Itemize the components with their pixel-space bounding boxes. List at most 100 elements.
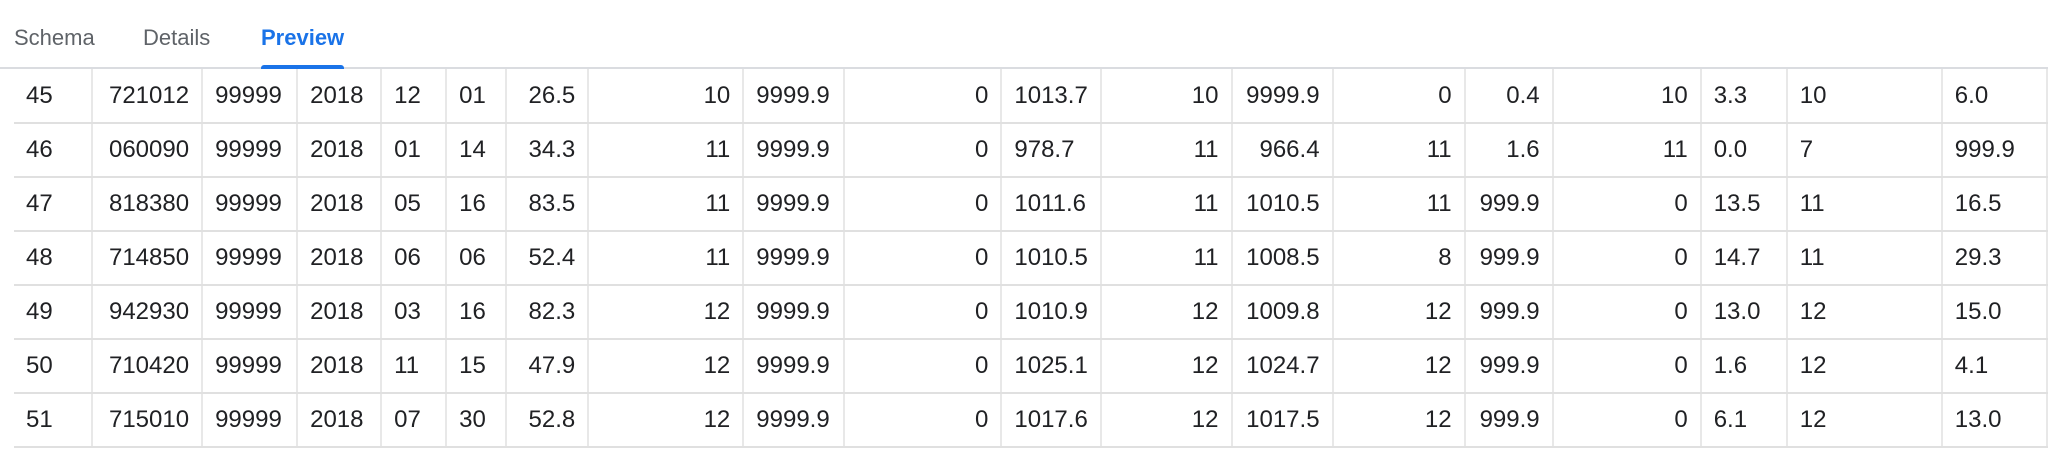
- table-cell: 16: [446, 177, 508, 232]
- table-cell: 11: [1101, 177, 1233, 232]
- table-cell: 710420: [92, 339, 204, 394]
- tab-bar: Schema Details Preview: [0, 0, 2048, 69]
- table-cell: 1009.8: [1231, 285, 1334, 340]
- table-cell: 12: [1101, 285, 1233, 340]
- table-cell: 12: [588, 393, 745, 448]
- table-cell: 2018: [297, 339, 383, 394]
- table-cell: 01: [446, 69, 508, 124]
- table-cell: 11: [1786, 231, 1943, 286]
- table-cell: 12: [1786, 393, 1943, 448]
- table-cell: 34.3: [506, 123, 590, 178]
- table-cell: 12: [1332, 339, 1466, 394]
- table-cell: 1010.9: [1001, 285, 1103, 340]
- table-cell: 99999: [202, 123, 299, 178]
- table-cell: 26.5: [506, 69, 590, 124]
- table-cell: 11: [588, 123, 745, 178]
- table-cell: 11: [588, 177, 745, 232]
- table-cell: 1010.5: [1231, 177, 1334, 232]
- table-cell: 12: [381, 69, 448, 124]
- preview-table: 45 721012 99999 2018 12 01 26.5 10 9999.9 0 1013.7…: [14, 69, 2048, 448]
- table-cell: 06: [446, 231, 508, 286]
- table-cell: 12: [1101, 393, 1233, 448]
- row-number-cell: 50: [14, 339, 94, 394]
- table-cell: 03: [381, 285, 448, 340]
- table-row: 45 721012 99999 2018 12 01 26.5 10 9999.9 0 1013.7…: [14, 69, 2048, 124]
- table-cell: 999.9: [1464, 339, 1554, 394]
- table-row: 47 818380 99999 2018 05 16 83.5 11 9999.9 0 1011.6…: [14, 177, 2048, 232]
- table-cell: 14.7: [1700, 231, 1788, 286]
- table-cell: 12: [1786, 339, 1943, 394]
- table-cell: 1.6: [1464, 123, 1554, 178]
- table-cell: 14: [446, 123, 508, 178]
- table-cell: 0: [844, 69, 1003, 124]
- table-cell: 12: [588, 339, 745, 394]
- table-cell: 6.0: [1941, 69, 2048, 124]
- table-cell: 12: [1332, 285, 1466, 340]
- table-cell: 0: [1332, 69, 1466, 124]
- table-cell: 99999: [202, 231, 299, 286]
- table-cell: 999.9: [1464, 285, 1554, 340]
- table-cell: 1.6: [1700, 339, 1788, 394]
- table-cell: 0: [1552, 285, 1702, 340]
- table-cell: 1025.1: [1001, 339, 1103, 394]
- table-cell: 47.9: [506, 339, 590, 394]
- table-cell: 0: [1552, 393, 1702, 448]
- table-cell: 0: [844, 285, 1003, 340]
- table-cell: 13.0: [1941, 393, 2048, 448]
- table-cell: 12: [1332, 393, 1466, 448]
- table-cell: 7: [1786, 123, 1943, 178]
- row-number-cell: 49: [14, 285, 94, 340]
- table-cell: 060090: [92, 123, 204, 178]
- table-cell: 2018: [297, 285, 383, 340]
- table-cell: 0: [1552, 339, 1702, 394]
- table-cell: 2018: [297, 231, 383, 286]
- table-cell: 11: [1332, 123, 1466, 178]
- table-cell: 15.0: [1941, 285, 2048, 340]
- tab-preview[interactable]: Preview: [261, 0, 345, 69]
- table-cell: 2018: [297, 393, 383, 448]
- table-cell: 0: [844, 177, 1003, 232]
- table-cell: 4.1: [1941, 339, 2048, 394]
- table-cell: 99999: [202, 285, 299, 340]
- tab-schema[interactable]: Schema: [14, 25, 95, 50]
- preview-table-body: 45 721012 99999 2018 12 01 26.5 10 9999.9 0 1013.7…: [14, 69, 2048, 448]
- table-cell: 13.5: [1700, 177, 1788, 232]
- table-cell: 13.0: [1700, 285, 1788, 340]
- table-cell: 29.3: [1941, 231, 2048, 286]
- table-cell: 1011.6: [1001, 177, 1103, 232]
- table-cell: 11: [1552, 123, 1702, 178]
- table-cell: 1024.7: [1231, 339, 1334, 394]
- table-cell: 6.1: [1700, 393, 1788, 448]
- table-cell: 721012: [92, 69, 204, 124]
- table-cell: 2018: [297, 69, 383, 124]
- table-cell: 942930: [92, 285, 204, 340]
- table-cell: 83.5: [506, 177, 590, 232]
- table-cell: 9999.9: [743, 285, 846, 340]
- table-cell: 10: [1101, 69, 1233, 124]
- table-cell: 966.4: [1231, 123, 1334, 178]
- row-number-cell: 45: [14, 69, 94, 124]
- table-cell: 10: [1552, 69, 1702, 124]
- table-cell: 9999.9: [1231, 69, 1334, 124]
- row-number-cell: 47: [14, 177, 94, 232]
- table-cell: 11: [1101, 231, 1233, 286]
- table-cell: 0.4: [1464, 69, 1554, 124]
- table-cell: 9999.9: [743, 339, 846, 394]
- table-cell: 82.3: [506, 285, 590, 340]
- table-cell: 52.8: [506, 393, 590, 448]
- table-cell: 999.9: [1941, 123, 2048, 178]
- table-cell: 9999.9: [743, 393, 846, 448]
- table-cell: 0.0: [1700, 123, 1788, 178]
- table-cell: 0: [844, 123, 1003, 178]
- table-cell: 99999: [202, 69, 299, 124]
- table-cell: 11: [1101, 123, 1233, 178]
- preview-table-container[interactable]: 45 721012 99999 2018 12 01 26.5 10 9999.9 0 1013.7…: [14, 69, 2048, 473]
- table-cell: 11: [588, 231, 745, 286]
- table-cell: 10: [1786, 69, 1943, 124]
- tab-details[interactable]: Details: [143, 25, 211, 50]
- table-cell: 10: [588, 69, 745, 124]
- table-row: 50 710420 99999 2018 11 15 47.9 12 9999.9 0 1025.1…: [14, 339, 2048, 394]
- table-cell: 12: [1101, 339, 1233, 394]
- table-row: 46 060090 99999 2018 01 14 34.3 11 9999.9 0 978.7 1…: [14, 123, 2048, 178]
- table-cell: 3.3: [1700, 69, 1788, 124]
